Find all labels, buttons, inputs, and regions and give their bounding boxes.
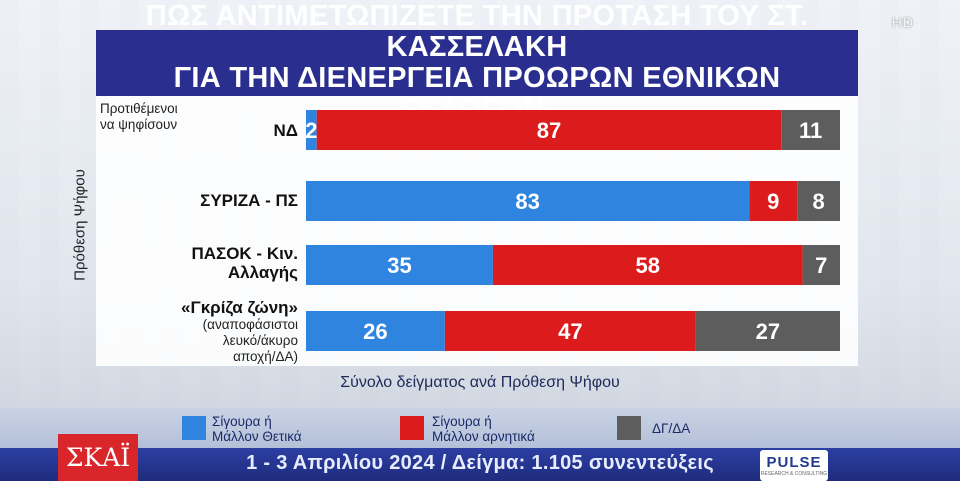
- skai-logo: ΣΚΑΪ: [58, 434, 138, 481]
- bar-negative-1: [749, 181, 798, 221]
- legend-label-positive: Σίγουρα ή Μάλλον Θετικά: [212, 414, 302, 444]
- legend: [0, 408, 960, 448]
- bar-negative-2: [492, 245, 803, 285]
- bar-value-negative-1: 9: [767, 189, 779, 214]
- category-sublabel-blank-invalid: λευκό/άκυρο: [222, 333, 298, 348]
- bar-value-na-3: 27: [756, 319, 780, 344]
- legend-label-negative: Σίγουρα ή Μάλλον αρνητικά: [432, 414, 535, 444]
- category-label-pasok-line2: Αλλαγής: [227, 263, 298, 282]
- legend-label-na: ΔΓ/ΔΑ: [652, 421, 691, 436]
- legend-swatch-na: [617, 416, 641, 440]
- bar-positive-2: [306, 245, 493, 285]
- bar-value-na-1: 8: [813, 189, 825, 214]
- legend-swatch-positive: [182, 416, 206, 440]
- bar-na-1: [797, 181, 840, 221]
- category-label-grey-zone: «Γκρίζα ζώνη»: [181, 298, 298, 317]
- bar-na-2: [802, 245, 840, 285]
- bar-negative-0: [316, 110, 782, 150]
- bar-value-negative-2: 58: [636, 253, 660, 278]
- x-axis-note: Σύνολο δείγματος ανά Πρόθεση Ψήφου: [340, 374, 620, 391]
- hd-badge: HD: [891, 14, 914, 30]
- bar-value-na-2: 7: [815, 253, 827, 278]
- category-sublabel-undecided: (αναποφάσιστοι: [202, 317, 298, 332]
- bar-value-positive-3: 26: [363, 319, 387, 344]
- bar-value-negative-3: 47: [558, 319, 582, 344]
- bar-negative-3: [444, 311, 696, 351]
- bar-na-0: [781, 110, 840, 150]
- legend-positive-line2: Μάλλον Θετικά: [212, 429, 302, 444]
- legend-swatch-negative: [400, 416, 424, 440]
- bar-positive-0: [306, 110, 317, 150]
- bar-value-na-0: 11: [799, 118, 822, 143]
- chart-title-line1: ΠΩΣ ΑΝΤΙΜΕΤΩΠΙΖΕΤΕ ΤΗΝ ΠΡΟΤΑΣΗ ΤΟΥ ΣΤ. Κ…: [145, 0, 809, 63]
- chart-title: ΠΩΣ ΑΝΤΙΜΕΤΩΠΙΖΕΤΕ ΤΗΝ ΠΡΟΤΑΣΗ ΤΟΥ ΣΤ. Κ…: [96, 1, 858, 125]
- category-label-nd: ΝΔ: [273, 121, 299, 140]
- legend-positive-line1: Σίγουρα ή: [212, 414, 272, 429]
- header-label-intending-to-vote: Προτιθέμενοι να ψηφίσουν: [100, 101, 178, 132]
- pulse-logo: PULSE RESEARCH & CONSULTING: [760, 450, 828, 481]
- legend-negative-line1: Σίγουρα ή: [432, 414, 492, 429]
- bar-value-positive-0: 2: [305, 118, 317, 143]
- pulse-logo-text: PULSE: [766, 454, 822, 471]
- bar-value-negative-0: 87: [537, 118, 561, 143]
- bar-value-positive-1: 83: [515, 189, 539, 214]
- pulse-logo-tagline: RESEARCH & CONSULTING: [760, 471, 828, 477]
- category-sublabel-abstain: αποχή/ΔΑ): [233, 349, 298, 364]
- bar-na-3: [695, 311, 840, 351]
- category-label-pasok-line1: ΠΑΣΟΚ - Κιν.: [191, 244, 298, 263]
- category-label-syriza: ΣΥΡΙΖΑ - ΠΣ: [200, 191, 298, 210]
- bar-positive-3: [306, 311, 445, 351]
- legend-negative-line2: Μάλλον αρνητικά: [432, 429, 535, 444]
- bar-positive-1: [306, 181, 750, 221]
- bar-value-positive-2: 35: [387, 253, 411, 278]
- survey-date-sample: 1 - 3 Απριλίου 2024 / Δείγμα: 1.105 συνε…: [246, 452, 714, 474]
